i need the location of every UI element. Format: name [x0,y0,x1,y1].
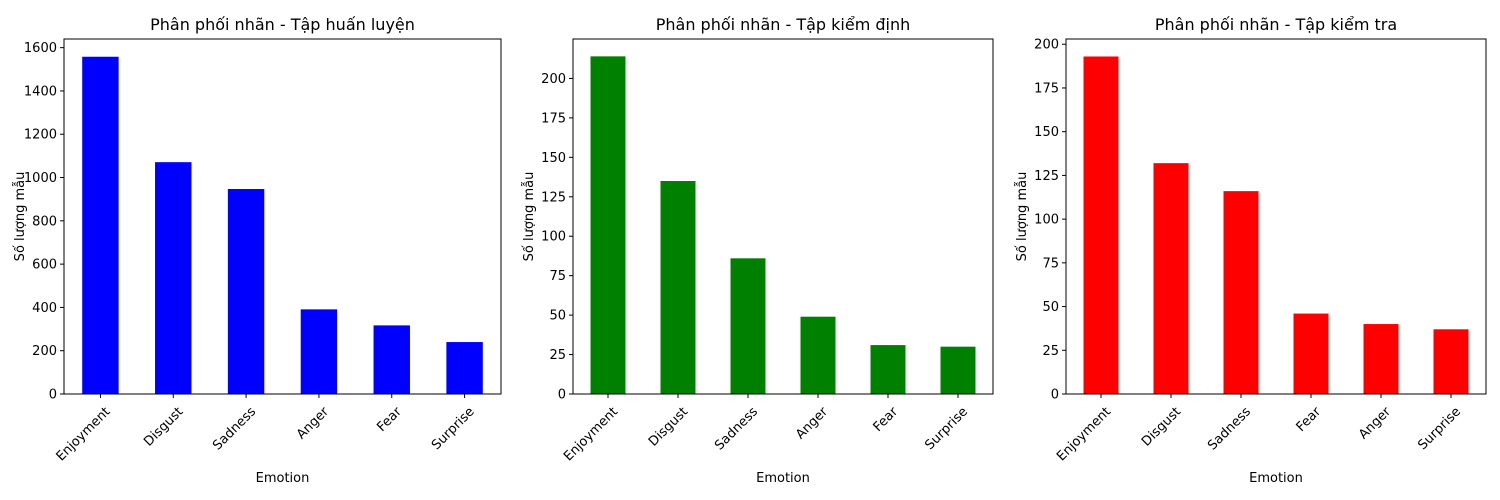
y-tick-label: 175 [1034,81,1059,96]
y-tick-label: 75 [1042,256,1059,271]
chart-panel-3: 0 25 50 75 100 125 150 175 200 Enjoyment Disgust Sa… [1015,15,1487,486]
x-tick-label: Fear [1294,404,1325,435]
y-tick-label: 125 [541,190,566,205]
y-tick-label: 175 [541,111,566,126]
y-tick-label: 0 [558,388,566,403]
x-tick-label: Fear [374,404,405,435]
y-tick-label: 50 [549,309,566,324]
bar-fear [1293,313,1329,394]
y-axis-label: Số lượng mẫu [522,172,537,262]
y-tick-label: 25 [549,348,566,363]
x-tick-label: Anger [1356,404,1394,442]
x-tick-label: Sadness [1205,404,1254,453]
y-tick-label: 100 [541,230,566,245]
x-tick-label: Enjoyment [54,404,114,464]
plot-frame [63,38,502,395]
y-tick-label: 150 [541,151,566,166]
x-axis-label: Emotion [1249,471,1303,486]
y-tick-label: 200 [1034,38,1059,53]
x-tick-label: Surprise [1415,404,1464,453]
y-tick-label: 1600 [24,41,57,56]
bar-disgust [155,162,192,394]
plot-frame [572,38,994,395]
y-tick-label: 150 [1034,125,1059,140]
x-tick-label: Enjoyment [561,404,621,464]
y-tick-label: 200 [541,72,566,87]
y-tick-label: 1200 [24,128,57,143]
bar-surprise [940,346,976,394]
chart-title: Phân phối nhãn - Tập kiểm định [656,15,911,34]
y-tick-label: 600 [32,258,57,273]
bar-sadness [1223,191,1259,394]
bar-anger [1363,324,1399,394]
y-tick-label: 800 [32,214,57,229]
y-tick-label: 75 [549,269,566,284]
bar-enjoyment [590,56,626,395]
bar-disgust [660,181,696,394]
x-tick-label: Enjoyment [1054,404,1114,464]
x-tick-label: Anger [294,404,332,442]
bar-anger [300,309,338,394]
bar-enjoyment [82,56,119,394]
chart-panel-1: 0 200 400 600 800 1000 1200 1400 1600 Enjoyment Di… [13,15,502,486]
x-tick-label: Fear [871,404,902,435]
y-tick-label: 100 [1034,213,1059,228]
y-tick-label: 0 [1051,388,1059,403]
bar-fear [373,325,410,394]
bar-sadness [227,189,265,394]
y-tick-label: 1000 [24,171,57,186]
chart-title: Phân phối nhãn - Tập huấn luyện [150,15,415,34]
x-tick-label: Anger [793,404,831,442]
x-tick-label: Disgust [141,404,186,449]
chart-title: Phân phối nhãn - Tập kiểm tra [1155,15,1397,34]
y-tick-label: 200 [32,344,57,359]
plot-frame [1065,38,1487,395]
x-axis-label: Emotion [756,471,810,486]
x-tick-label: Disgust [1139,404,1184,449]
bar-fear [870,345,906,394]
y-tick-label: 0 [49,388,57,403]
y-tick-label: 1400 [24,84,57,99]
chart-panel-2: 0 25 50 75 100 125 150 175 200 Enjoyment Disgust Sa… [522,15,994,486]
x-tick-label: Disgust [646,404,691,449]
y-tick-label: 50 [1042,300,1059,315]
x-tick-label: Sadness [210,404,259,453]
y-tick-label: 125 [1034,169,1059,184]
bar-surprise [446,342,483,394]
x-tick-label: Sadness [712,404,761,453]
y-axis-label: Số lượng mẫu [13,172,28,262]
bar-disgust [1153,163,1189,394]
x-tick-label: Surprise [429,404,478,453]
y-axis-label: Số lượng mẫu [1015,172,1030,262]
bar-sadness [730,258,766,394]
bar-enjoyment [1083,56,1119,395]
bar-anger [800,316,836,394]
y-tick-label: 25 [1042,344,1059,359]
x-axis-label: Emotion [256,471,310,486]
bar-surprise [1433,329,1469,394]
x-tick-label: Surprise [922,404,971,453]
y-tick-label: 400 [32,301,57,316]
